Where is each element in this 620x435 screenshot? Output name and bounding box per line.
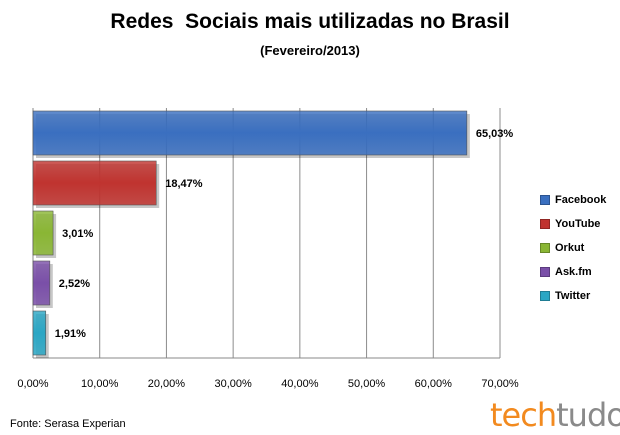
legend-swatch (540, 243, 550, 253)
bar-orkut (32, 210, 54, 256)
bar-ask-fm (32, 260, 51, 306)
legend-swatch (540, 267, 550, 277)
legend-item: YouTube (540, 217, 600, 231)
logo-part-tech: tech (490, 396, 557, 434)
data-label: 18,47% (165, 178, 203, 190)
legend-label: YouTube (555, 218, 601, 230)
legend-label: Orkut (555, 242, 585, 254)
chart-title: Redes Sociais mais utilizadas no Brasil (110, 10, 510, 33)
x-tick-label: 40,00% (281, 378, 319, 390)
bar-youtube (32, 160, 157, 206)
legend-label: Facebook (555, 194, 607, 206)
x-tick-label: 20,00% (148, 378, 186, 390)
techtudo-logo: techtudo (490, 396, 620, 434)
x-tick-label: 70,00% (481, 378, 519, 390)
data-label: 3,01% (62, 228, 93, 240)
legend-label: Twitter (555, 290, 591, 302)
legend-swatch (540, 291, 550, 301)
bar-facebook (32, 110, 468, 156)
data-label: 1,91% (55, 328, 86, 340)
legend-swatch (540, 219, 550, 229)
legend-swatch (540, 195, 550, 205)
data-label: 2,52% (59, 278, 90, 290)
bar-twitter (32, 310, 47, 356)
legend-label: Ask.fm (555, 266, 592, 278)
x-tick-label: 50,00% (348, 378, 386, 390)
x-tick-label: 0,00% (17, 378, 48, 390)
data-label: 65,03% (476, 128, 514, 140)
logo-part-tudo: tudo (556, 396, 620, 434)
x-tick-label: 60,00% (415, 378, 453, 390)
legend-item: Orkut (540, 241, 584, 255)
legend-item: Twitter (540, 289, 590, 303)
legend-item: Ask.fm (540, 265, 592, 279)
source-note: Fonte: Serasa Experian (10, 418, 126, 430)
chart-subtitle: (Fevereiro/2013) (260, 43, 360, 58)
x-tick-label: 10,00% (81, 378, 119, 390)
x-tick-label: 30,00% (214, 378, 252, 390)
legend-item: Facebook (540, 193, 606, 207)
